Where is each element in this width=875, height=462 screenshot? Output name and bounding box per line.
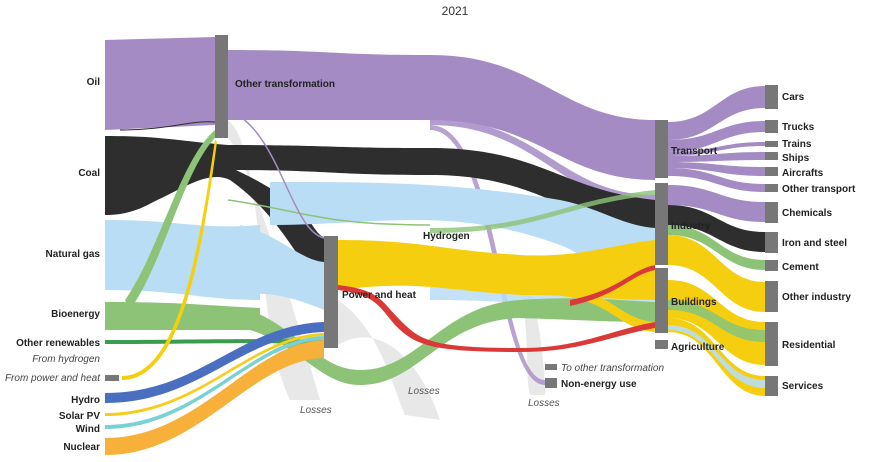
flow-ships — [668, 152, 765, 162]
flow-trains — [668, 142, 765, 156]
node-chemicals — [765, 202, 778, 223]
flow-chemicals — [668, 185, 765, 222]
node-other-industry — [765, 281, 778, 312]
coal-flow-industry — [228, 145, 655, 230]
label-hydrogen: Hydrogen — [423, 231, 470, 242]
power-heat-flow — [338, 285, 655, 352]
node-trucks — [765, 120, 778, 133]
node-buildings — [655, 268, 668, 333]
node-power-and-heat — [324, 236, 338, 348]
flow-aircrafts — [668, 162, 765, 176]
flow-other-industry — [668, 235, 765, 312]
thin-line-3 — [227, 109, 325, 239]
node-residential — [765, 322, 778, 366]
node-to-other-transformation — [545, 364, 557, 370]
label-hydro: Hydro — [71, 395, 100, 406]
flow-other-transport — [668, 168, 765, 192]
label-buildings: Buildings — [671, 297, 717, 308]
label-aircrafts: Aircrafts — [782, 168, 824, 179]
node-cement — [765, 260, 778, 271]
label-industry: Industry — [671, 221, 711, 232]
conversion-labels: Other transformation Power and heat Hydr… — [235, 79, 560, 416]
label-other-renewables: Other renewables — [16, 338, 100, 349]
bio-flow-industry — [430, 190, 655, 233]
flow-trucks — [668, 121, 765, 152]
label-to-other-transformation: To other transformation — [561, 363, 664, 374]
oil-flow-main — [228, 50, 655, 180]
node-from-power-heat — [105, 375, 119, 381]
gas-flow-in — [105, 220, 260, 300]
label-other-transport: Other transport — [782, 184, 856, 195]
node-aircrafts — [765, 167, 778, 176]
label-losses-1: Losses — [300, 405, 332, 416]
oil-flow-in — [105, 37, 215, 130]
node-agriculture — [655, 340, 668, 349]
label-non-energy-use: Non-energy use — [561, 379, 637, 390]
flow-iron-steel — [668, 205, 765, 252]
node-other-transformation — [215, 35, 228, 138]
label-services: Services — [782, 381, 824, 392]
end-use-labels: Cars Trucks Trains Ships Aircrafts Other… — [782, 92, 856, 392]
label-natural-gas: Natural gas — [46, 249, 101, 260]
thin-line-1 — [119, 121, 216, 131]
source-labels: Oil Coal Natural gas Bioenergy Other ren… — [5, 77, 101, 453]
node-cars — [765, 85, 778, 109]
nuclear-flow — [105, 340, 324, 455]
label-losses-2: Losses — [408, 386, 440, 397]
flow-cement — [668, 225, 765, 270]
label-solar-pv: Solar PV — [59, 411, 100, 422]
bio-flow-transform — [125, 130, 218, 310]
label-chemicals: Chemicals — [782, 208, 832, 219]
flows — [105, 37, 765, 455]
node-ships — [765, 152, 778, 160]
electricity-flow — [338, 240, 655, 300]
thin-line-2 — [227, 199, 431, 226]
coal-flow-power — [120, 150, 324, 290]
label-cement: Cement — [782, 262, 819, 273]
label-trains: Trains — [782, 139, 812, 150]
label-nuclear: Nuclear — [63, 442, 100, 453]
hydro-flow — [105, 322, 324, 403]
label-cars: Cars — [782, 92, 805, 103]
label-power-and-heat: Power and heat — [342, 290, 417, 301]
label-from-hydrogen: From hydrogen — [32, 354, 100, 365]
label-residential: Residential — [782, 340, 836, 351]
node-services — [765, 376, 778, 396]
node-non-energy-use — [545, 378, 557, 388]
label-trucks: Trucks — [782, 122, 815, 133]
label-losses-3: Losses — [528, 398, 560, 409]
label-coal: Coal — [78, 168, 100, 179]
electricity-flow-buildings — [560, 285, 655, 332]
node-industry — [655, 183, 668, 265]
label-bioenergy: Bioenergy — [51, 309, 100, 320]
label-other-industry: Other industry — [782, 292, 851, 303]
nodes — [105, 35, 778, 396]
bio-flow-in — [105, 302, 260, 330]
node-iron-steel — [765, 232, 778, 253]
node-other-transport — [765, 184, 778, 192]
power-heat-flow-industry — [570, 265, 655, 306]
chart-title: 2021 — [442, 4, 469, 18]
label-ships: Ships — [782, 153, 810, 164]
label-wind: Wind — [76, 424, 100, 435]
flow-cars — [668, 86, 765, 140]
flow-services-gas — [668, 325, 765, 388]
sector-labels: Transport Industry Buildings Agriculture… — [561, 146, 725, 390]
flow-residential-bio — [668, 300, 765, 342]
node-trains — [765, 141, 778, 147]
losses-flow-power-heat — [338, 300, 440, 420]
node-transport — [655, 120, 668, 178]
label-transport: Transport — [671, 146, 718, 157]
label-iron-and-steel: Iron and steel — [782, 238, 847, 249]
label-agriculture: Agriculture — [671, 342, 725, 353]
label-from-power-and-heat: From power and heat — [5, 373, 101, 384]
label-other-transformation: Other transformation — [235, 79, 335, 90]
label-oil: Oil — [87, 77, 101, 88]
gas-flow-power — [240, 225, 324, 310]
